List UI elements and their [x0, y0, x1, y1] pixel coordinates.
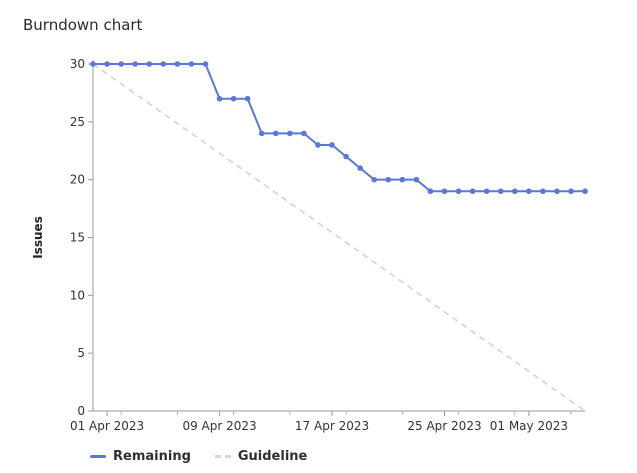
y-tick-label: 0	[77, 404, 85, 418]
x-tick-label: 09 Apr 2023	[182, 419, 256, 433]
remaining-point	[272, 130, 279, 137]
remaining-point	[118, 61, 124, 67]
legend-item-remaining[interactable]: Remaining	[90, 449, 191, 464]
remaining-point	[258, 130, 265, 137]
remaining-point	[301, 130, 307, 137]
remaining-point	[202, 61, 209, 67]
remaining-point	[540, 188, 546, 195]
remaining-point	[174, 61, 181, 67]
legend-label-guideline: Guideline	[237, 449, 308, 464]
y-tick-label: 5	[77, 346, 85, 360]
remaining-point	[483, 188, 490, 195]
remaining-point	[497, 188, 504, 195]
remaining-point	[132, 61, 138, 67]
remaining-point	[413, 176, 420, 183]
remaining-point	[385, 176, 392, 183]
remaining-point	[160, 61, 167, 67]
legend-item-guideline[interactable]: Guideline	[214, 449, 308, 464]
remaining-point	[329, 142, 335, 148]
remaining-point	[216, 95, 223, 102]
remaining-point	[146, 61, 153, 67]
guideline-line	[92, 63, 586, 412]
remaining-point	[568, 188, 574, 195]
remaining-point	[104, 61, 110, 67]
remaining-point	[287, 130, 293, 137]
remaining-point	[554, 188, 560, 195]
remaining-point	[90, 61, 96, 67]
y-tick-label: 20	[70, 173, 85, 187]
remaining-point	[526, 188, 532, 195]
remaining-point	[399, 176, 406, 183]
x-tick-label: 25 Apr 2023	[407, 419, 481, 433]
remaining-point	[343, 153, 349, 160]
remaining-point	[455, 188, 462, 195]
legend-label-remaining: Remaining	[113, 449, 191, 464]
y-tick-label: 15	[70, 231, 85, 245]
legend-swatch-remaining	[90, 455, 106, 458]
chart-legend: Remaining Guideline	[90, 449, 331, 464]
remaining-point	[357, 165, 363, 171]
y-axis-title: Issues	[31, 216, 45, 259]
legend-swatch-guideline	[214, 455, 231, 458]
remaining-point	[315, 142, 321, 148]
remaining-point	[582, 188, 588, 195]
y-tick-label: 25	[70, 115, 85, 129]
remaining-point	[371, 176, 378, 183]
remaining-point	[230, 95, 237, 102]
x-tick-label: 01 Apr 2023	[70, 419, 144, 433]
remaining-line	[93, 63, 586, 193]
remaining-point	[244, 95, 251, 102]
x-tick-label: 17 Apr 2023	[295, 419, 369, 433]
chart-title: Burndown chart	[23, 16, 143, 34]
remaining-point	[441, 188, 448, 195]
remaining-point	[469, 188, 476, 195]
remaining-point	[512, 188, 518, 195]
remaining-point	[188, 61, 195, 67]
y-tick-label: 30	[70, 57, 85, 71]
remaining-point	[427, 188, 434, 195]
y-tick-label: 10	[70, 288, 85, 302]
x-tick-label: 01 May 2023	[490, 419, 568, 433]
